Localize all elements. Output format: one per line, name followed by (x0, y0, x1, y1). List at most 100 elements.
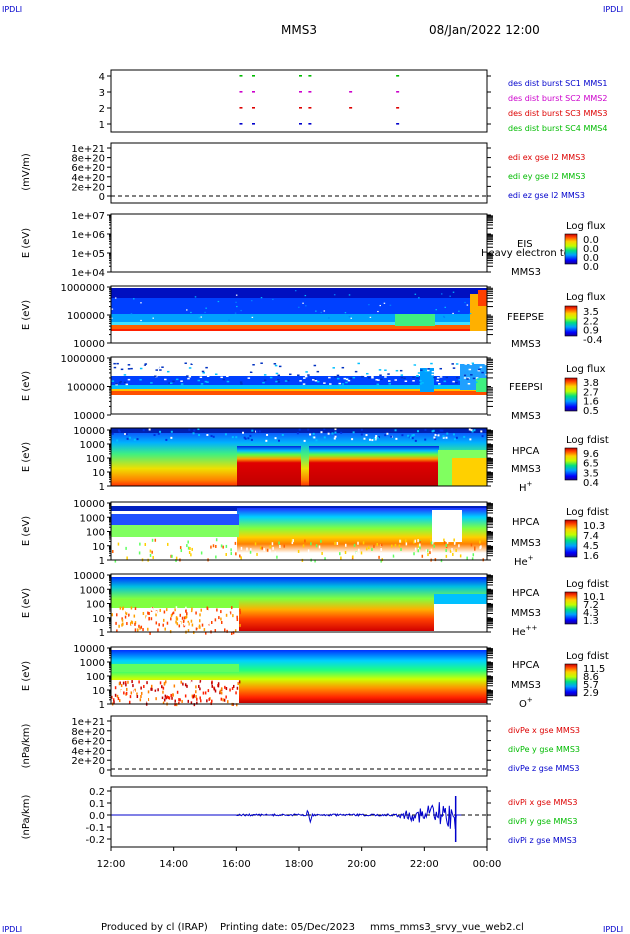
heatmap-pixel (121, 543, 123, 547)
heatmap-pixel (433, 544, 435, 548)
heatmap-pixel (373, 438, 376, 441)
colorbar (564, 519, 578, 558)
heatmap-pixel (411, 437, 414, 440)
heatmap-pixel (422, 551, 425, 555)
heatmap-pixel (352, 431, 355, 434)
heatmap-pixel (165, 438, 168, 441)
heatmap-pixel (274, 551, 276, 555)
heatmap-pixel (412, 380, 415, 382)
heatmap-pixel (340, 431, 343, 434)
heatmap-pixel (179, 613, 182, 617)
legend-entry: divPi x gse MMS3 (508, 798, 577, 807)
heatmap-pixel (274, 370, 277, 373)
heatmap-pixel (204, 380, 208, 383)
heatmap-pixel (336, 377, 340, 380)
burst-mark (252, 75, 255, 77)
heatmap-pixel (438, 383, 441, 385)
heatmap-pixel (121, 623, 123, 627)
heatmap-pixel (278, 365, 282, 368)
colorbar-tick-label: 2.2 (583, 316, 599, 327)
heatmap-pixel (187, 377, 190, 380)
y-axis-label: E (eV) (21, 661, 32, 691)
heatmap-pixel (186, 627, 189, 631)
heatmap-pixel (466, 304, 469, 306)
heatmap-pixel (455, 548, 457, 552)
heatmap-pixel (250, 438, 253, 441)
heatmap-pixel (269, 545, 272, 549)
heatmap-pixel (333, 294, 336, 296)
heatmap-pixel (357, 362, 360, 365)
heatmap-pixel (118, 624, 120, 628)
heatmap-pixel (175, 559, 177, 563)
heatmap-pixel (355, 551, 358, 555)
heatmap-pixel (223, 698, 226, 702)
colorbar (564, 591, 578, 625)
heatmap-pixel (185, 367, 188, 369)
heatmap-pixel (448, 365, 452, 368)
y-tick-label: 10000 (73, 411, 105, 422)
heatmap-pixel (191, 547, 193, 551)
heatmap-pixel (164, 680, 167, 684)
panel-frame (110, 213, 488, 273)
heatmap-pixel (115, 382, 118, 385)
heatmap-pixel (197, 628, 200, 632)
heatmap-pixel (148, 617, 150, 621)
heatmap-pixel (374, 438, 377, 441)
colorbar-tick-label: 0.9 (583, 326, 599, 337)
legend-entry: divPi y gse MMS3 (508, 817, 577, 826)
heatmap-left-green (111, 525, 239, 537)
heatmap-pixel (344, 363, 347, 365)
heatmap-pixel (200, 316, 203, 318)
heatmap-pixel (363, 437, 366, 440)
spacecraft-label: MMS3 (511, 680, 541, 691)
heatmap-pixel (199, 690, 201, 694)
colorbar (564, 377, 578, 412)
heatmap-pixel (373, 544, 375, 548)
heatmap-pixel (302, 544, 305, 548)
heatmap-pixel (252, 364, 255, 366)
heatmap-pixel (192, 695, 194, 699)
heatmap-pixel (226, 375, 229, 378)
heatmap-pixel (442, 436, 445, 439)
heatmap-pixel (361, 366, 365, 369)
heatmap-pixel (369, 316, 372, 318)
heatmap-pixel (272, 298, 274, 301)
heatmap-pixel (191, 684, 193, 688)
heatmap-pixel (155, 369, 158, 371)
heatmap-pixel (240, 556, 242, 560)
heatmap-pixel (159, 608, 161, 612)
heatmap-pixel (419, 543, 421, 547)
heatmap-pixel (334, 431, 337, 434)
heatmap-pixel (401, 434, 404, 437)
heatmap-pixel (210, 620, 213, 624)
y-axis-label: E (eV) (21, 516, 32, 546)
heatmap-pixel (332, 367, 335, 369)
heatmap-pixel (206, 610, 209, 614)
heatmap-pixel (170, 436, 173, 439)
heatmap-pixel (435, 365, 438, 368)
colorbar-tick-label: 10.3 (583, 521, 605, 532)
heatmap-pixel (376, 543, 378, 547)
heatmap-pixel (138, 624, 140, 628)
heatmap-pixel (240, 546, 243, 550)
heatmap-pixel (124, 364, 128, 367)
heatmap-pixel (116, 683, 118, 687)
heatmap-block-yellow (452, 458, 487, 486)
heatmap-pixel (360, 428, 363, 431)
heatmap-pixel (142, 429, 145, 432)
heatmap-pixel (224, 628, 226, 632)
heatmap-pixel (323, 310, 326, 312)
y-tick-label: 1000 (80, 440, 105, 451)
heatmap-pixel (433, 376, 436, 379)
spacecraft-label: MMS3 (511, 411, 541, 422)
heatmap-layer-orange (111, 391, 487, 395)
legend-entry: edi ex gse l2 MMS3 (508, 153, 585, 162)
heatmap-pixel (161, 364, 165, 367)
heatmap-pixel (435, 432, 438, 435)
heatmap-pixel (198, 684, 200, 688)
y-tick-label: 10000 (73, 644, 105, 655)
heatmap-pixel (177, 612, 180, 616)
heatmap-pixel (201, 623, 204, 627)
heatmap-pixel (188, 428, 191, 431)
heatmap-pixel (251, 429, 254, 432)
